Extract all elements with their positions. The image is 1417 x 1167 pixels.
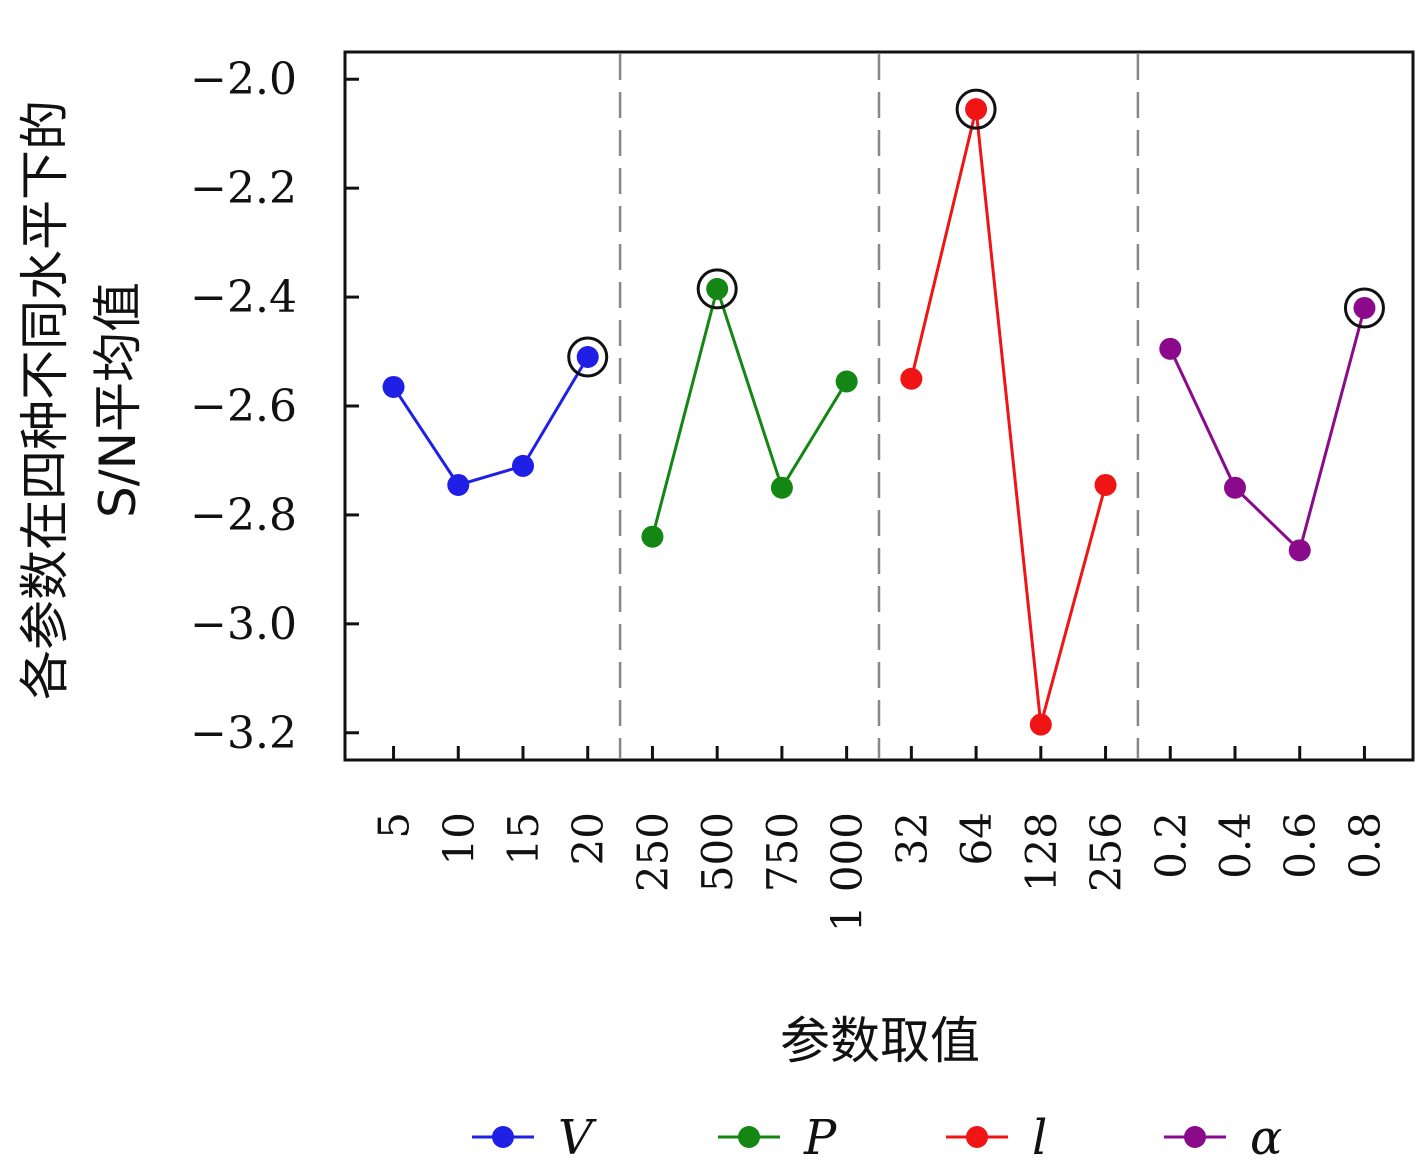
group-separators bbox=[618, 54, 1140, 758]
x-tick-label: 750 bbox=[758, 812, 807, 892]
data-point bbox=[382, 375, 405, 398]
best-level-marker bbox=[955, 88, 997, 130]
legend-label: l bbox=[1032, 1110, 1047, 1166]
data-point bbox=[900, 367, 923, 390]
axis-titles: 各参数在四种不同水平下的 S/N平均值 参数取值 bbox=[16, 100, 980, 1070]
data-point bbox=[1159, 337, 1182, 360]
data-point bbox=[641, 525, 664, 548]
legend-item-α: α bbox=[1164, 1110, 1282, 1166]
series-line bbox=[1168, 307, 1366, 554]
legend-marker bbox=[738, 1126, 760, 1148]
legend-label: V bbox=[558, 1110, 597, 1166]
x-tick-label: 1 000 bbox=[823, 812, 872, 932]
legend-label: P bbox=[803, 1110, 837, 1166]
series-line bbox=[909, 108, 1107, 725]
legend-item-l: l bbox=[946, 1110, 1047, 1166]
series-l bbox=[900, 88, 1117, 736]
legend-marker bbox=[492, 1126, 514, 1148]
series-line bbox=[392, 356, 590, 487]
x-tick-label: 20 bbox=[564, 812, 613, 865]
data-point bbox=[1353, 296, 1376, 319]
x-tick-label: 500 bbox=[693, 812, 742, 892]
best-level-marker bbox=[1343, 287, 1385, 329]
series-line bbox=[651, 283, 848, 538]
series-α bbox=[1159, 287, 1385, 562]
y-axis-ticks: −2.0 −2.2 −2.4 −2.6 −2.8 −3.0 −3.2 bbox=[190, 54, 359, 759]
legend-item-P: P bbox=[718, 1110, 837, 1166]
data-point bbox=[576, 345, 599, 368]
y-tick-label: −2.8 bbox=[190, 490, 297, 541]
y-tick-label: −2.4 bbox=[190, 272, 297, 323]
y-tick-label: −3.2 bbox=[190, 708, 297, 759]
data-point bbox=[835, 370, 858, 393]
data-point bbox=[1224, 476, 1246, 499]
x-tick-label: 5 bbox=[370, 812, 419, 839]
data-point bbox=[770, 476, 793, 499]
x-axis-ticks: 5 10 15 20 250 500 750 1 000 32 64 128 256 0.2 0.4 0.6… bbox=[370, 746, 1389, 932]
x-tick-label: 15 bbox=[499, 812, 548, 865]
y-tick-label: −2.6 bbox=[190, 381, 297, 432]
data-point bbox=[1094, 473, 1117, 496]
x-tick-label: 0.4 bbox=[1211, 812, 1260, 879]
x-tick-label: 0.8 bbox=[1340, 812, 1389, 879]
data-point bbox=[706, 277, 729, 300]
series-P bbox=[641, 268, 858, 548]
x-tick-label: 32 bbox=[887, 812, 936, 865]
data-point bbox=[512, 454, 534, 477]
legend-label: α bbox=[1250, 1110, 1282, 1166]
x-axis-title: 参数取值 bbox=[780, 1012, 980, 1070]
series-layer bbox=[382, 88, 1385, 736]
y-tick-label: −2.2 bbox=[190, 163, 297, 214]
x-tick-label: 256 bbox=[1082, 812, 1131, 892]
data-point bbox=[447, 473, 470, 496]
data-point bbox=[1029, 713, 1052, 736]
y-axis-title-line-2: S/N平均值 bbox=[89, 282, 147, 518]
best-level-marker bbox=[567, 336, 609, 378]
x-tick-label: 64 bbox=[952, 812, 1001, 865]
data-point bbox=[1288, 539, 1311, 562]
legend-marker bbox=[966, 1126, 988, 1148]
x-tick-label: 10 bbox=[434, 812, 483, 865]
y-tick-label: −3.0 bbox=[190, 599, 297, 650]
data-point bbox=[965, 98, 988, 121]
best-level-marker bbox=[696, 268, 738, 310]
x-tick-label: 0.2 bbox=[1146, 812, 1195, 879]
x-tick-label: 0.6 bbox=[1276, 812, 1325, 879]
y-axis-title-line-1: 各参数在四种不同水平下的 bbox=[16, 100, 74, 700]
legend-marker bbox=[1184, 1126, 1206, 1148]
x-tick-label: 250 bbox=[628, 812, 677, 892]
y-tick-label: −2.0 bbox=[190, 54, 297, 105]
x-tick-label: 128 bbox=[1017, 812, 1066, 892]
series-V bbox=[382, 336, 609, 496]
legend-item-V: V bbox=[472, 1110, 597, 1166]
